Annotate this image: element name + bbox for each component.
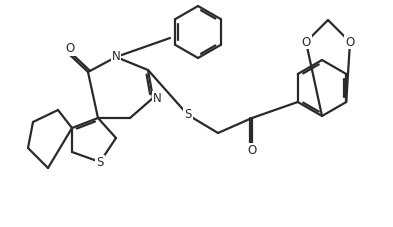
Text: N: N — [153, 91, 162, 104]
Text: O: O — [247, 143, 257, 156]
Text: O: O — [345, 35, 354, 49]
Text: S: S — [96, 155, 104, 168]
Text: O: O — [301, 35, 310, 49]
Text: N: N — [112, 50, 120, 64]
Text: O: O — [65, 42, 75, 55]
Text: S: S — [184, 109, 192, 121]
